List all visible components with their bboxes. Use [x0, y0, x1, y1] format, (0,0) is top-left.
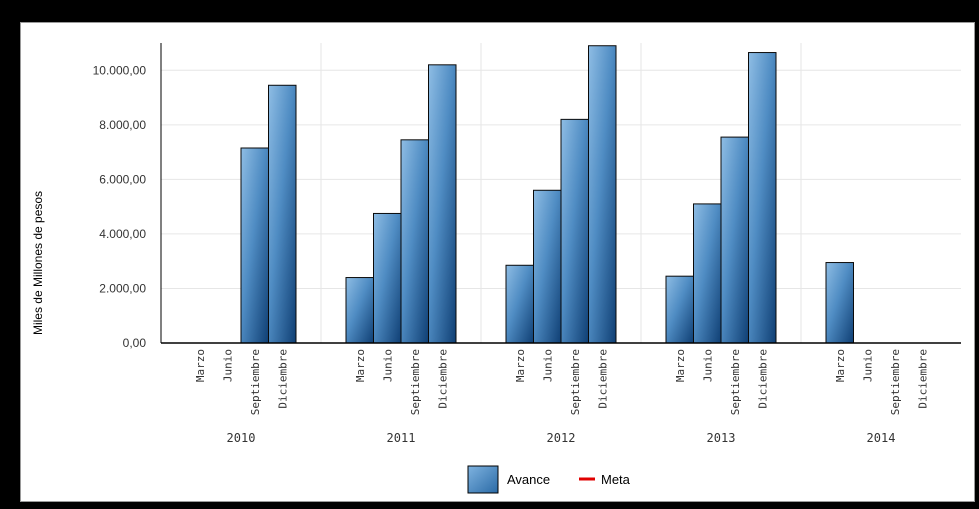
bar-chart: 0,00 2.000,00 4.000,00 6.000,00 8.000,00 10.0… — [31, 43, 961, 494]
x-category-label: Junio — [861, 349, 874, 382]
x-category-label: Marzo — [674, 349, 687, 382]
bar-2013-septiembre — [720, 136, 749, 344]
y-tick-label: 4.000,00 — [99, 227, 146, 241]
y-tick-labels: 0,00 2.000,00 4.000,00 6.000,00 8.000,00 10.0… — [93, 63, 147, 350]
x-category-label: Diciembre — [596, 349, 609, 409]
bar-2011-septiembre — [400, 139, 429, 344]
legend: Avance Meta — [467, 465, 631, 494]
legend-swatch-avance — [467, 465, 499, 494]
legend-label-meta: Meta — [601, 472, 631, 487]
x-category-label: Diciembre — [756, 349, 769, 409]
x-category-label: Diciembre — [916, 349, 929, 409]
y-tick-label: 8.000,00 — [99, 118, 146, 132]
x-group-label-2010: 2010 — [227, 431, 256, 445]
x-category-label: Septiembre — [249, 349, 262, 415]
bar-2012-septiembre — [560, 118, 589, 344]
x-category-label: Marzo — [194, 349, 207, 382]
bar-2011-marzo — [345, 277, 374, 344]
x-group-labels: 2010 2011 2012 2013 2014 — [227, 431, 896, 445]
x-category-label: Septiembre — [889, 349, 902, 415]
x-category-label: Junio — [701, 349, 714, 382]
bar-2014-marzo — [825, 262, 854, 344]
bar-2010-septiembre — [240, 147, 269, 344]
x-category-label: Junio — [381, 349, 394, 382]
x-category-label: Marzo — [514, 349, 527, 382]
x-group-label-2011: 2011 — [387, 431, 416, 445]
x-category-label: Junio — [221, 349, 234, 382]
x-category-label: Marzo — [354, 349, 367, 382]
bars — [240, 45, 854, 344]
x-category-label: Septiembre — [569, 349, 582, 415]
legend-label-avance: Avance — [507, 472, 550, 487]
bar-2012-diciembre — [588, 45, 617, 344]
group-separators — [320, 43, 802, 343]
bar-2013-marzo — [665, 275, 694, 344]
x-group-label-2014: 2014 — [867, 431, 896, 445]
axes — [160, 43, 961, 344]
bar-2012-junio — [533, 189, 562, 344]
x-category-label: Septiembre — [729, 349, 742, 415]
x-group-label-2012: 2012 — [547, 431, 576, 445]
bar-2012-marzo — [505, 264, 534, 344]
x-category-label: Diciembre — [276, 349, 289, 409]
x-category-label: Septiembre — [409, 349, 422, 415]
x-category-label: Junio — [541, 349, 554, 382]
x-category-label: Diciembre — [436, 349, 449, 409]
bar-2013-diciembre — [748, 52, 777, 344]
y-axis-label: Miles de Millones de pesos — [31, 191, 45, 335]
chart-panel: 0,00 2.000,00 4.000,00 6.000,00 8.000,00 10.0… — [20, 22, 975, 502]
x-group-label-2013: 2013 — [707, 431, 736, 445]
x-category-label: Marzo — [834, 349, 847, 382]
bar-2011-junio — [373, 212, 402, 344]
bar-2010-diciembre — [268, 84, 297, 344]
y-tick-label: 10.000,00 — [93, 63, 147, 77]
y-tick-label: 0,00 — [123, 336, 147, 350]
bar-2011-diciembre — [428, 64, 457, 344]
y-tick-label: 2.000,00 — [99, 281, 146, 295]
bar-2013-junio — [693, 203, 722, 344]
x-category-labels: Marzo Junio Septiembre Diciembre Marzo Junio S… — [194, 349, 930, 415]
y-tick-label: 6.000,00 — [99, 172, 146, 186]
